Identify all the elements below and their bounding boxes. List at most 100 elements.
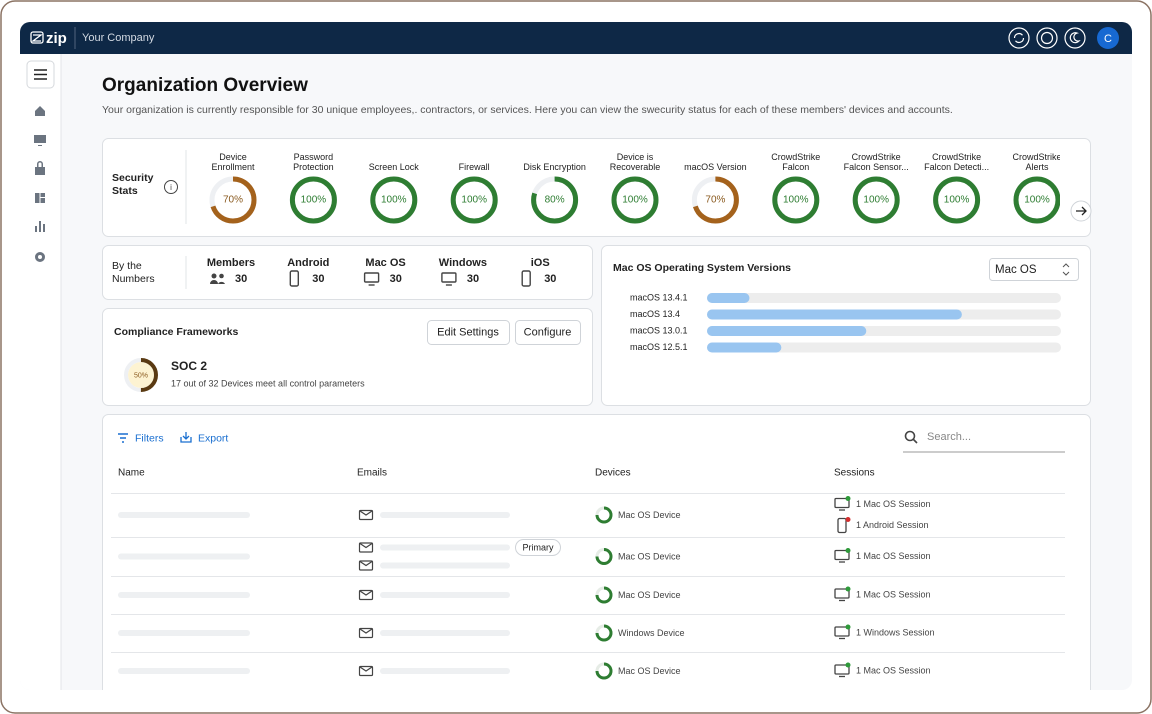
email-icon: [358, 542, 374, 553]
stat-name-box: Device Enrollment: [211, 152, 254, 172]
export-icon[interactable]: [180, 432, 192, 443]
email-placeholder: [380, 592, 510, 598]
column-header: Emails: [357, 468, 387, 479]
home-nav[interactable]: [35, 106, 45, 116]
monitor-icon: [363, 272, 380, 283]
stat-name-box: Screen Lock: [369, 162, 419, 172]
email-icon-flap: [359, 666, 373, 672]
stat-gauge: [611, 176, 659, 224]
numbers-label-box: By the Numbers: [112, 260, 155, 285]
stat-value: 100%: [301, 195, 327, 206]
os-version-label: macOS 13.4.1: [630, 292, 688, 302]
stat-value: 100%: [944, 195, 970, 206]
session-label: 1 Windows Session: [856, 627, 935, 637]
stat-name-box: CrowdStrike Falcon: [771, 152, 821, 172]
stat-name-box: CrowdStrike Falcon Detecti...: [924, 152, 990, 172]
session-status: [845, 662, 851, 668]
session-label: 1 Mac OS Session: [856, 589, 931, 599]
security-card: [102, 138, 1091, 237]
security-nav[interactable]: [35, 161, 45, 175]
session-status: [845, 624, 851, 630]
email-icon-flap: [359, 543, 373, 549]
column-header: Devices: [595, 468, 631, 479]
number-name: Windows: [439, 257, 487, 269]
info-icon[interactable]: [164, 180, 178, 194]
stat-name: Password Protection: [293, 152, 334, 172]
device-label: Windows Device: [618, 628, 685, 638]
email-placeholder: [380, 562, 510, 569]
help-icon: [1040, 31, 1054, 45]
stat-gauge: [852, 176, 900, 224]
page-description: Your organization is currently responsib…: [102, 104, 953, 116]
stat-name: Disk Encryption: [523, 162, 586, 172]
stat-name: Firewall: [458, 162, 490, 172]
dashboard-nav[interactable]: [35, 193, 45, 203]
email-icon-flap: [359, 561, 373, 567]
email-icon: [358, 665, 374, 677]
stat-name: CrowdStrike Falcon Sensor...: [843, 152, 909, 172]
sidebar: [20, 54, 61, 690]
name-placeholder: [118, 553, 250, 560]
avatar[interactable]: [1097, 27, 1119, 49]
column-header: Sessions: [834, 468, 875, 479]
avatar-initial: C: [1104, 33, 1112, 45]
settings-nav-hole: [38, 255, 42, 259]
table-card: [102, 414, 1091, 690]
stat-name-box: Password Protection: [293, 152, 334, 172]
session-status: [845, 586, 851, 592]
session-label: 1 Mac OS Session: [856, 551, 931, 561]
filter-icon[interactable]: [118, 433, 128, 443]
session-label: 1 Android Session: [856, 520, 929, 530]
os-version-label: macOS 13.0.1: [630, 325, 688, 335]
name-placeholder: [118, 592, 250, 598]
os-select[interactable]: [989, 258, 1079, 281]
email-icon-flap: [359, 628, 373, 634]
sync-button[interactable]: [1008, 27, 1030, 49]
monitor-icon: [441, 272, 457, 283]
email-icon-flap: [359, 590, 373, 596]
theme-button[interactable]: [1064, 27, 1086, 49]
stat-name-box: Firewall: [458, 162, 490, 172]
os-version-label: macOS 12.5.1: [630, 342, 688, 352]
bar: [707, 326, 867, 336]
compliance-button[interactable]: [427, 320, 510, 345]
monitor-icon: [834, 626, 850, 637]
stat-name: CrowdStrike Falcon Detecti...: [924, 152, 990, 172]
stat-gauge: [531, 176, 579, 224]
number-value: 30: [467, 273, 479, 285]
column-header: Name: [118, 468, 145, 479]
select-chevrons: [1062, 263, 1070, 276]
stat-gauge: [933, 176, 981, 224]
stat-name: CrowdStrike Falcon: [771, 152, 821, 172]
help-button[interactable]: [1036, 27, 1058, 49]
number-value: 30: [390, 273, 402, 285]
email-icon: [358, 560, 374, 571]
session-status: [845, 517, 851, 522]
stat-name: Device is Recoverable: [609, 152, 661, 172]
email-placeholder: [380, 668, 510, 674]
stat-gauge: [450, 176, 498, 224]
name-placeholder: [118, 630, 250, 636]
monitor-icon: [834, 664, 850, 675]
session-label: 1 Mac OS Session: [856, 665, 931, 675]
bar: [707, 309, 962, 320]
security-stats-label-box: Security Stats: [112, 172, 153, 197]
search-icon-handle: [912, 438, 918, 444]
company-name[interactable]: Your Company: [82, 32, 155, 44]
page-title: Organization Overview: [102, 75, 308, 96]
phone-icon: [837, 517, 847, 534]
device-label: Mac OS Device: [618, 590, 681, 600]
bar-track: [707, 293, 1061, 303]
stat-value: 70%: [223, 195, 243, 206]
device-ring: [595, 624, 613, 642]
reports-nav[interactable]: [35, 221, 45, 232]
number-name: Members: [207, 257, 255, 269]
devices-nav[interactable]: [34, 135, 46, 146]
number-value: 30: [235, 273, 247, 285]
compliance-button[interactable]: [515, 320, 581, 345]
email-icon-flap: [359, 510, 373, 516]
number-name: Mac OS: [365, 257, 405, 269]
soc-gauge-fill: [128, 362, 154, 388]
